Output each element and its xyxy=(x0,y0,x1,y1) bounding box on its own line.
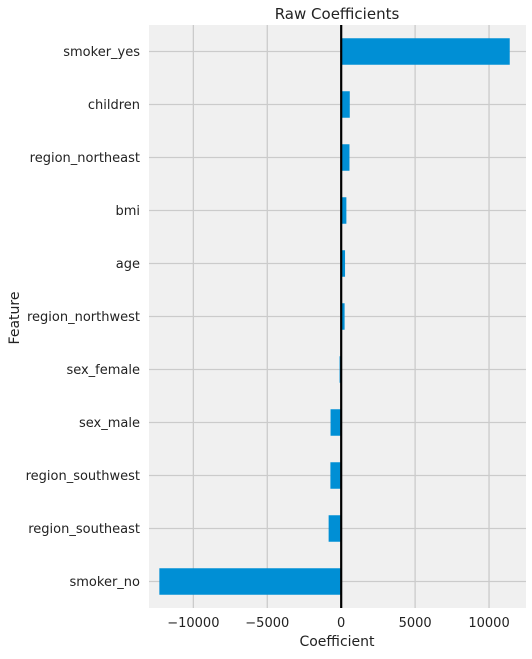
y-tick-label: sex_male xyxy=(79,416,140,431)
y-tick-label: age xyxy=(116,257,140,272)
y-tick-label: region_southwest xyxy=(26,469,140,484)
bar xyxy=(341,303,345,330)
y-tick-label: region_northwest xyxy=(27,310,140,325)
y-tick-label: smoker_yes xyxy=(63,45,140,60)
bar xyxy=(341,250,346,277)
x-tick-label: 5000 xyxy=(399,616,432,631)
x-tick-label: −10000 xyxy=(167,616,219,631)
x-tick-labels: −10000 −5000 0 5000 10000 xyxy=(167,616,509,631)
x-tick-label: 10000 xyxy=(468,616,509,631)
x-tick-label: −5000 xyxy=(245,616,289,631)
bar xyxy=(330,409,342,436)
bar xyxy=(341,197,347,224)
bar xyxy=(341,144,350,171)
bar xyxy=(328,515,342,542)
x-axis-label: Coefficient xyxy=(299,634,375,650)
y-tick-label: sex_female xyxy=(66,363,140,378)
y-tick-label: region_southeast xyxy=(28,522,140,537)
y-tick-label: region_northeast xyxy=(30,151,140,166)
bars xyxy=(159,38,510,595)
y-tick-label: smoker_no xyxy=(70,575,141,590)
y-tick-label: children xyxy=(88,98,140,113)
y-tick-label: bmi xyxy=(115,204,140,219)
bar xyxy=(159,568,342,595)
bar xyxy=(341,38,510,65)
x-tick-label: 0 xyxy=(337,616,345,631)
bar xyxy=(341,91,350,118)
bar xyxy=(330,462,342,489)
chart-title: Raw Coefficients xyxy=(275,5,400,23)
y-axis-label: Feature xyxy=(7,292,23,345)
